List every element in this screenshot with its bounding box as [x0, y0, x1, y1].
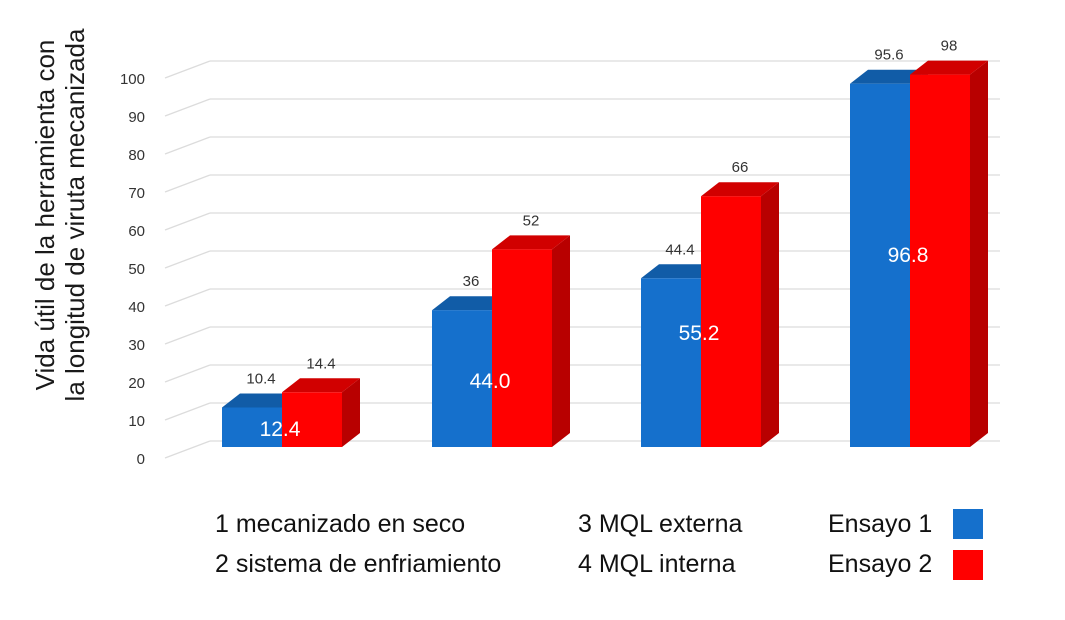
bar-top — [432, 296, 510, 311]
gridline-depth — [164, 402, 211, 421]
bar-top — [850, 69, 928, 84]
bar-annotation: 12.4 — [260, 418, 301, 441]
y-tick-label: 100 — [120, 71, 145, 88]
gridline-depth — [164, 326, 211, 345]
legend-series-1-swatch — [953, 509, 983, 539]
y-tick-label: 40 — [128, 299, 145, 316]
data-label: 66 — [732, 159, 749, 176]
y-tick-label: 80 — [128, 147, 145, 164]
legend-category-3: 3 MQL externa — [578, 510, 743, 538]
bar — [850, 83, 910, 447]
bar — [222, 407, 282, 447]
data-label: 14.4 — [306, 355, 335, 372]
y-axis-label: Vida útil de la herramienta con la longi… — [12, 20, 107, 410]
gridline-depth — [164, 288, 211, 307]
bar-annotation: 96.8 — [888, 244, 929, 267]
legend-category-4: 4 MQL interna — [578, 550, 736, 578]
data-label: 10.4 — [246, 370, 275, 387]
gridline-depth — [164, 364, 211, 383]
gridline-depth — [164, 440, 211, 459]
bar-top — [492, 235, 570, 250]
bar-side — [970, 60, 988, 447]
y-tick-label: 60 — [128, 223, 145, 240]
data-label: 95.6 — [874, 47, 903, 64]
y-tick-label: 50 — [128, 261, 145, 278]
legend-series-1-label: Ensayo 1 — [828, 510, 933, 538]
bar-top — [910, 60, 988, 75]
gridline-depth — [164, 136, 211, 155]
gridline-depth — [164, 174, 211, 193]
gridline-depth — [164, 212, 211, 231]
bar — [282, 392, 342, 447]
y-tick-labels: 0 10 20 30 40 50 60 70 80 90 100 — [120, 71, 145, 468]
bar — [432, 310, 492, 447]
legend-series-2-swatch — [953, 550, 983, 580]
gridline-depth — [164, 98, 211, 117]
bar-side — [761, 182, 779, 447]
data-label: 44.4 — [665, 241, 694, 258]
bar-annotation: 44.0 — [470, 370, 511, 393]
y-tick-label: 30 — [128, 337, 145, 354]
bar-top — [282, 378, 360, 393]
gridline-depth — [164, 250, 211, 269]
bar — [701, 196, 761, 447]
bar — [492, 249, 552, 447]
data-label: 36 — [463, 273, 480, 290]
bar-side — [342, 378, 360, 447]
legend-series-2-label: Ensayo 2 — [828, 550, 933, 578]
data-labels: 10.4 36 44.4 95.6 14.4 52 66 98 12.4 44.0 55.2 96.8 — [246, 38, 957, 441]
gridline-depth — [164, 60, 211, 79]
bar-side — [552, 235, 570, 447]
y-axis-label-line-1: Vida útil de la herramienta con — [29, 39, 60, 391]
y-tick-label: 20 — [128, 375, 145, 392]
y-tick-label: 0 — [137, 451, 145, 468]
legend-category-2: 2 sistema de enfriamiento — [215, 550, 502, 578]
data-label: 98 — [941, 38, 958, 55]
bar — [641, 278, 701, 447]
bar-top — [701, 182, 779, 197]
bars — [222, 60, 988, 447]
bar-annotation: 55.2 — [679, 322, 720, 345]
y-tick-label: 10 — [128, 413, 145, 430]
y-axis-label-line-2: la longitud de viruta mecanizada — [59, 28, 90, 402]
bar — [910, 74, 970, 447]
bar-top — [222, 393, 300, 408]
y-tick-label: 90 — [128, 109, 145, 126]
data-label: 52 — [523, 212, 540, 229]
bar-top — [641, 264, 719, 279]
y-tick-label: 70 — [128, 185, 145, 202]
legend-category-1: 1 mecanizado en seco — [215, 510, 466, 538]
